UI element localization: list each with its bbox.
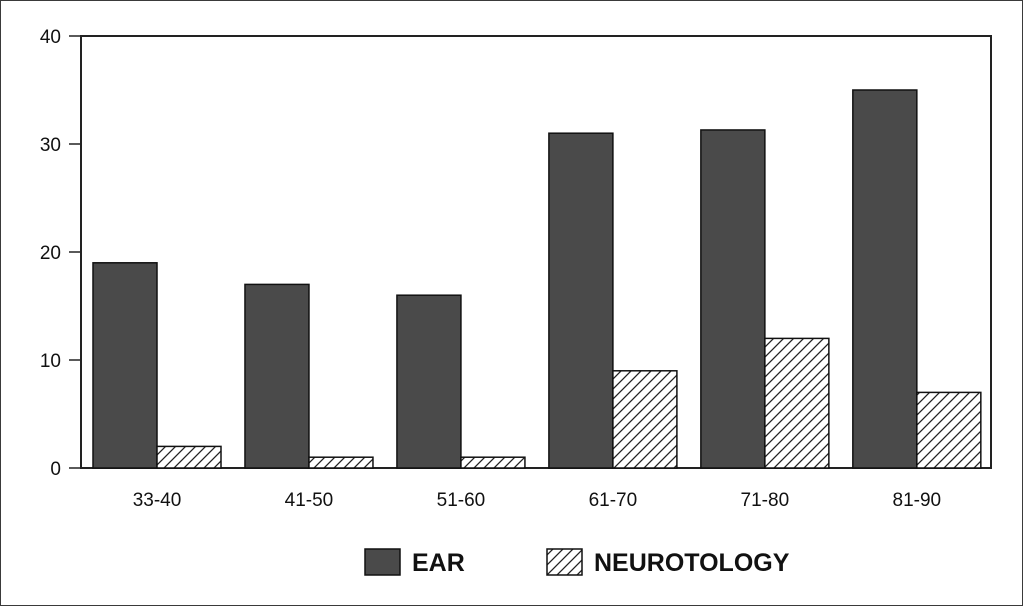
legend: EAR NEUROTOLOGY [364,548,790,577]
legend-label-neurotology: NEUROTOLOGY [594,549,790,577]
x-tick-label: 51-60 [437,490,486,511]
legend-label-ear: EAR [412,549,465,577]
bar-neurotology-41-50 [308,456,374,469]
bar-ear-61-70 [548,132,614,469]
legend-swatch-ear [364,548,401,576]
x-tick-label: 71-80 [741,490,790,511]
y-tick-label: 10 [40,351,61,372]
x-tick-label: 41-50 [285,490,334,511]
x-tick-label: 61-70 [589,490,638,511]
bar-neurotology-33-40 [156,445,222,469]
legend-swatch-neurotology [546,548,583,576]
bar-neurotology-71-80 [764,337,830,469]
y-tick-label: 0 [50,459,61,480]
y-tick-label: 40 [40,27,61,48]
y-tick-label: 30 [40,135,61,156]
y-axis: 0 10 20 30 40 [40,27,81,480]
bar-ear-33-40 [92,262,158,469]
bar-series-group [92,89,982,469]
bar-ear-51-60 [396,294,462,469]
x-tick-label: 81-90 [893,490,942,511]
bar-ear-81-90 [852,89,918,469]
bar-neurotology-81-90 [916,391,982,469]
y-tick-label: 20 [40,243,61,264]
x-tick-label: 33-40 [133,490,182,511]
bar-neurotology-61-70 [612,370,678,469]
bar-neurotology-51-60 [460,456,526,469]
x-axis: 33-40 41-50 51-60 61-70 71-80 81-90 [133,490,941,511]
bar-ear-71-80 [700,129,766,469]
bar-ear-41-50 [244,283,310,469]
